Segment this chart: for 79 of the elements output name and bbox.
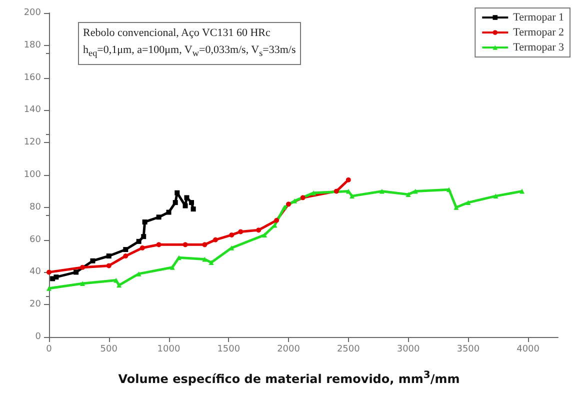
point <box>46 286 52 291</box>
point <box>229 232 234 238</box>
point <box>350 194 355 199</box>
point <box>412 188 418 194</box>
point <box>274 218 280 223</box>
y-tick-label: 0 <box>35 332 42 342</box>
point <box>80 281 86 286</box>
point <box>262 232 268 238</box>
y-tick-label: 160 <box>24 72 42 83</box>
point <box>256 228 262 233</box>
point <box>182 203 188 208</box>
point <box>238 229 244 234</box>
point <box>116 282 122 288</box>
point <box>90 258 96 264</box>
annotation: Rebolo convencional, Aço VC131 60 HRc <box>83 26 272 41</box>
point <box>156 214 162 220</box>
point <box>184 195 190 200</box>
legend-label: Termopar 2 <box>513 26 564 38</box>
point <box>212 237 218 242</box>
point <box>142 219 148 224</box>
point <box>74 270 79 275</box>
legend-label: Termopar 3 <box>513 42 564 54</box>
point <box>520 188 525 194</box>
point <box>182 242 188 248</box>
y-tick-label: 40 <box>30 267 42 278</box>
annotation: h$_{eq}$=0,1μm, a=100μm, V$_{w}$=0,033m/s, V$_{s}$=33m/s <box>83 43 296 60</box>
point <box>446 187 452 192</box>
point <box>334 188 339 194</box>
point <box>379 188 384 194</box>
point <box>346 177 351 182</box>
point <box>282 204 287 210</box>
y-tick-label: 140 <box>24 105 42 116</box>
x-tick-label: 500 <box>100 344 118 354</box>
point <box>286 202 292 207</box>
point <box>123 247 128 252</box>
x-tick-label: 1000 <box>157 344 180 354</box>
point <box>80 264 86 270</box>
point <box>106 254 112 258</box>
point <box>106 263 112 268</box>
y-tick-label: 200 <box>24 8 42 18</box>
point <box>208 260 214 265</box>
x-tick-label: 0 <box>46 344 52 354</box>
point <box>466 200 471 206</box>
point <box>170 264 175 270</box>
point <box>172 200 178 206</box>
point <box>166 210 172 215</box>
point <box>136 271 142 276</box>
note-box: Rebolo convencional, Aço VC131 60 HRc h$_{eq}$=0,1μm, a=100μm, V$_{w}$=0,033m/s, V$_{s}$=33m/s <box>78 22 301 66</box>
y-tick-label: 60 <box>30 234 42 245</box>
x-axis-title: Volume específico de material removido, mm$^{3}$/mm <box>117 370 461 386</box>
point <box>174 190 180 196</box>
point <box>311 190 316 196</box>
point <box>406 192 411 197</box>
point <box>156 242 162 248</box>
x-tick-label: 2500 <box>336 344 360 354</box>
y-tick-label: 80 <box>30 202 42 212</box>
x-tick-label: 1500 <box>217 344 240 354</box>
y-tick-label: 100 <box>24 170 42 180</box>
point <box>202 242 208 248</box>
x-tick-label: 3000 <box>396 344 420 354</box>
y-tick-label: 20 <box>30 300 42 310</box>
point <box>141 234 146 240</box>
y-tick-label: 120 <box>24 138 42 148</box>
point <box>114 278 119 283</box>
legend-label: Termopar 1 <box>513 12 564 24</box>
point <box>54 274 59 280</box>
point <box>46 270 52 275</box>
y-tick-label: 180 <box>24 40 42 50</box>
x-tick-label: 3500 <box>456 344 480 354</box>
point <box>493 194 498 199</box>
point <box>140 245 145 250</box>
point <box>189 200 194 206</box>
x-tick-label: 4000 <box>516 344 540 354</box>
point <box>190 206 196 212</box>
point <box>300 195 306 200</box>
point <box>123 254 128 258</box>
point <box>202 256 208 262</box>
x-tick-label: 2000 <box>277 344 300 354</box>
point <box>136 238 142 244</box>
